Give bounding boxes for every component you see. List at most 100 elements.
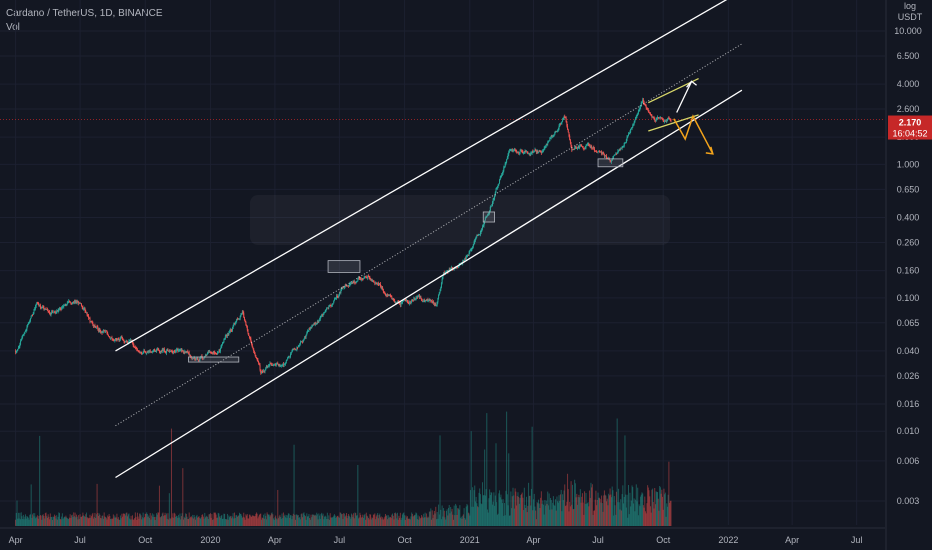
candle-body (164, 350, 166, 353)
volume-bar (154, 519, 156, 526)
candle-body (550, 136, 552, 138)
candle-body (355, 281, 357, 283)
volume-bar (66, 518, 68, 526)
volume-bar (254, 515, 256, 526)
volume-bar (524, 504, 526, 526)
volume-bar (413, 515, 415, 526)
volume-bar (491, 504, 493, 526)
candle-body (231, 330, 233, 332)
candle-body (533, 151, 535, 153)
candle-body (566, 121, 568, 126)
candle-body (113, 339, 115, 341)
volume-bar (486, 413, 488, 526)
candle-body (589, 145, 591, 147)
volume-bar (46, 517, 48, 526)
candle-body (347, 285, 349, 287)
volume-bar (61, 513, 63, 526)
volume-bar (192, 518, 194, 526)
candle-body (511, 149, 513, 151)
volume-bar (374, 513, 376, 526)
candle-body (154, 350, 156, 352)
volume-bar (519, 498, 521, 526)
candle-body (471, 248, 473, 250)
volume-bar (141, 519, 143, 526)
candle-body (382, 287, 384, 290)
volume-bar (543, 514, 545, 526)
candle-body (196, 358, 198, 359)
volume-indicator-label[interactable]: Vol (6, 22, 20, 33)
volume-bar (424, 512, 426, 526)
candle-body (358, 277, 360, 279)
volume-bar (583, 514, 585, 526)
volume-bar (657, 498, 659, 526)
candle-body (335, 298, 337, 299)
volume-bar (308, 514, 310, 526)
candle-body (394, 302, 396, 304)
candle-body (134, 346, 136, 348)
volume-bar (575, 497, 577, 526)
volume-bar (355, 513, 357, 526)
volume-bar (391, 514, 393, 526)
candle-body (630, 128, 632, 130)
volume-bar (51, 516, 53, 526)
candle-body (501, 173, 503, 175)
candle-body (217, 351, 219, 353)
candle-body (493, 198, 495, 200)
x-tick-label: Apr (9, 535, 23, 545)
volume-bar (401, 517, 403, 526)
volume-bar (284, 514, 286, 526)
candle-body (323, 312, 325, 315)
volume-bar (277, 489, 279, 526)
volume-bar (506, 494, 508, 526)
volume-bar (213, 512, 215, 526)
volume-bar (313, 514, 315, 526)
volume-bar (295, 514, 297, 526)
candle-body (177, 348, 179, 351)
candle-body (211, 353, 213, 354)
candle-body (39, 305, 41, 308)
candle-body (544, 146, 546, 149)
candle-body (187, 351, 189, 353)
volume-bar (652, 488, 654, 526)
candle-body (473, 242, 475, 245)
candle-body (303, 339, 305, 341)
volume-bar (40, 515, 42, 526)
volume-bar (163, 515, 165, 526)
volume-bar (395, 513, 397, 526)
candle-body (312, 324, 314, 326)
candle-body (122, 340, 124, 341)
candle-body (175, 349, 177, 351)
scale-label[interactable]: log (904, 1, 916, 11)
candle-body (245, 321, 247, 326)
volume-bar (144, 517, 146, 526)
volume-bar (169, 518, 171, 526)
candle-body (148, 351, 150, 353)
currency-label[interactable]: USDT (898, 12, 923, 22)
volume-bar (49, 513, 51, 526)
volume-bar (440, 509, 442, 526)
volume-bar (305, 519, 307, 526)
x-tick-label: Jul (592, 535, 604, 545)
volume-bar (75, 517, 77, 526)
candle-body (370, 278, 372, 280)
candle-body (105, 330, 107, 332)
candle-body (307, 331, 309, 333)
candle-body (170, 350, 172, 352)
candle-body (572, 149, 574, 151)
volume-bar (421, 516, 423, 526)
candle-body (632, 125, 634, 128)
volume-bar (466, 503, 468, 526)
volume-bar (577, 497, 579, 526)
volume-bar (214, 512, 216, 526)
x-tick-label: 2021 (460, 535, 480, 545)
candle-body (440, 287, 442, 291)
volume-bar (67, 519, 69, 526)
volume-bar (578, 494, 580, 526)
volume-bar (17, 518, 19, 526)
volume-bar (69, 514, 71, 526)
candle-body (647, 109, 649, 112)
candle-body (621, 146, 623, 149)
volume-bar (226, 513, 228, 526)
candle-body (127, 342, 129, 344)
